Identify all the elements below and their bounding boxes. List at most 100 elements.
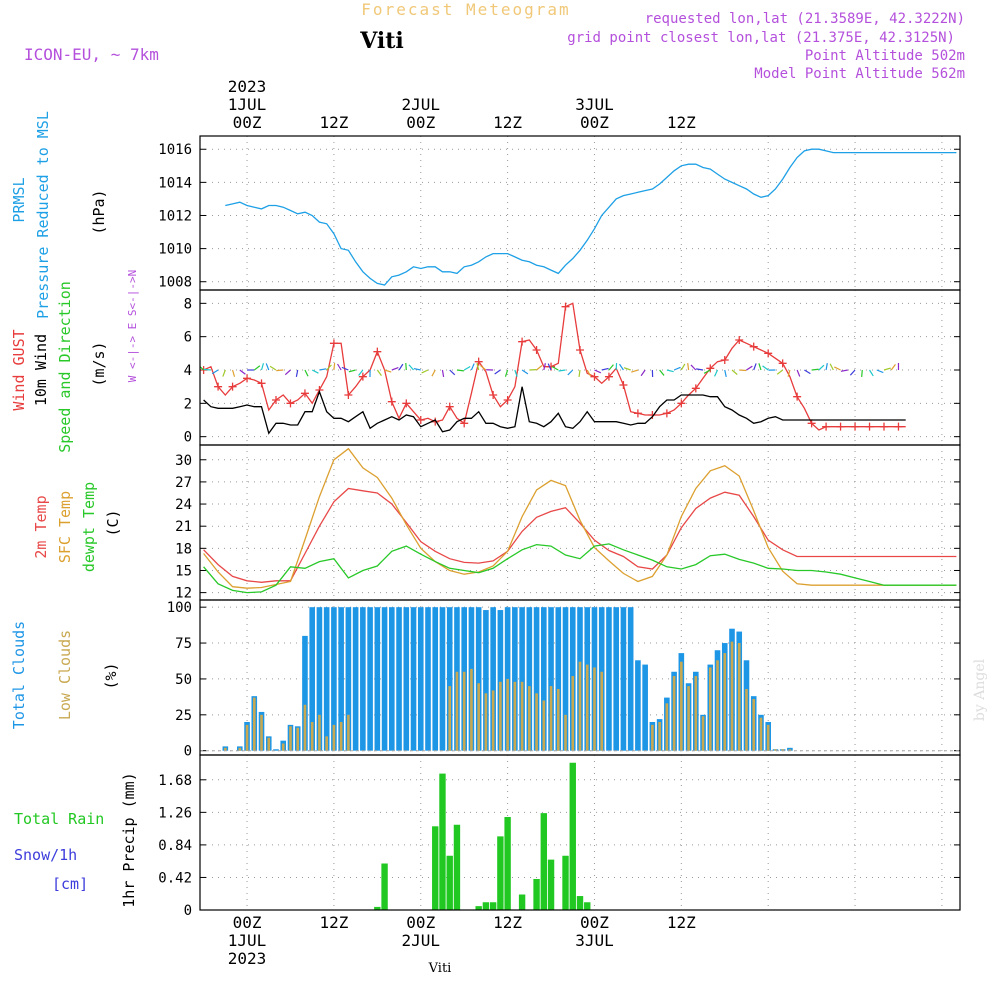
bar-rain: [533, 879, 540, 910]
y-tick-label: 21: [175, 519, 192, 535]
bar-low-clouds: [448, 686, 452, 751]
wind-arrow: [514, 369, 518, 377]
gust-marker: [416, 416, 425, 424]
bar-low-clouds: [535, 693, 538, 751]
wind-arrow: [608, 364, 614, 371]
bar-total-clouds: [475, 607, 482, 751]
gust-marker: [648, 411, 657, 419]
wind-arrow: [586, 369, 592, 377]
y-tick-label: 0: [184, 744, 192, 760]
gust-marker: [387, 397, 396, 406]
bar-total-clouds: [512, 607, 518, 751]
wind-arrow: [421, 369, 429, 374]
y-tick-label: 1016: [158, 142, 192, 158]
requested-lonlat: requested lon,lat (21.3589E, 42.3222N): [645, 11, 965, 27]
wind-arrow: [558, 369, 566, 372]
gust-marker: [590, 372, 599, 381]
bar-low-clouds: [745, 688, 748, 751]
bottom-tick-label: 3JUL: [575, 931, 614, 950]
wind-arrow: [341, 366, 349, 371]
bar-total-clouds: [635, 660, 641, 751]
series-line: [203, 543, 957, 594]
gust-marker: [604, 372, 613, 381]
gust-marker: [228, 382, 237, 391]
bar-total-clouds: [613, 607, 619, 751]
bar-low-clouds: [310, 721, 314, 751]
y-tick-label: 0: [184, 903, 192, 919]
wind-arrow: [337, 363, 342, 371]
bar-total-clouds: [606, 607, 612, 751]
bar-total-clouds: [548, 607, 554, 751]
bar-total-clouds: [403, 607, 410, 751]
gust-marker: [633, 409, 642, 418]
wind-arrow: [551, 366, 559, 371]
bottom-tick-label: 1JUL: [228, 931, 267, 950]
label-total-rain: Total Rain: [14, 810, 104, 828]
bar-low-clouds: [455, 671, 459, 751]
wind-arrow: [456, 369, 464, 372]
bar-rain: [547, 859, 555, 910]
wind-arrow: [829, 363, 834, 371]
bar-rain: [540, 813, 548, 910]
bar-total-clouds: [555, 607, 562, 751]
wind-arrow: [804, 369, 811, 375]
wind-arrow: [811, 368, 819, 371]
bar-total-clouds: [396, 607, 402, 751]
gust-marker: [677, 399, 686, 408]
wind-arrow: [787, 369, 791, 377]
wind-arrow: [449, 369, 456, 376]
label-sfc-temp: SFC Temp: [56, 491, 74, 563]
wind-arrow: [311, 369, 319, 374]
bar-low-clouds: [651, 724, 654, 751]
label-celsius: (C): [104, 509, 122, 536]
label-ms: (m/s): [90, 341, 108, 386]
bar-total-clouds: [323, 607, 330, 751]
gust-marker: [807, 419, 816, 428]
bar-total-clouds: [302, 635, 308, 751]
y-tick-label: 1.68: [158, 773, 192, 789]
gust-marker: [836, 422, 845, 431]
panel-clouds: 0 25 50 75 100: [167, 599, 961, 760]
top-tick-label: 2JUL: [401, 95, 440, 114]
wind-arrow: [753, 363, 757, 371]
bottom-tick-label: 12Z: [667, 913, 696, 932]
bar-total-clouds: [316, 607, 323, 751]
gust-marker: [373, 347, 382, 356]
gust-marker: [402, 399, 411, 408]
wind-arrow: [398, 363, 404, 371]
wind-arrow: [211, 369, 219, 375]
bar-low-clouds: [477, 683, 480, 751]
label-prmsl: PRMSL: [10, 177, 28, 222]
label-cm: [cm]: [52, 875, 88, 893]
bar-low-clouds: [462, 671, 466, 751]
wind-arrow: [890, 364, 896, 371]
y-tick-label: 100: [167, 600, 192, 616]
label-low-clouds: Low Clouds: [56, 630, 74, 720]
wind-arrow: [260, 363, 265, 371]
wind-arrow: [687, 362, 690, 371]
y-tick-label: 2: [184, 396, 192, 412]
wind-arrow: [796, 369, 801, 377]
wind-arrow: [265, 363, 270, 371]
bar-total-clouds: [331, 607, 337, 751]
wind-arrow: [601, 367, 609, 371]
wind-arrow: [276, 369, 284, 372]
y-tick-label: 0: [184, 430, 192, 446]
bar-low-clouds: [752, 699, 756, 751]
bar-rain: [497, 836, 504, 910]
gust-marker: [778, 359, 787, 368]
bar-low-clouds: [347, 714, 350, 751]
bar-low-clouds: [723, 653, 727, 751]
bar-low-clouds: [774, 749, 777, 751]
series-line: [203, 447, 957, 589]
bar-low-clouds: [339, 721, 343, 751]
top-tick-label: 3JUL: [575, 95, 614, 114]
bar-total-clouds: [374, 607, 381, 751]
series-line: [203, 487, 957, 583]
y-tick-label: 15: [175, 563, 192, 579]
wind-arrow: [724, 369, 727, 377]
gust-marker: [793, 392, 802, 401]
gust-marker: [503, 396, 512, 404]
wind-arrow: [536, 365, 543, 371]
